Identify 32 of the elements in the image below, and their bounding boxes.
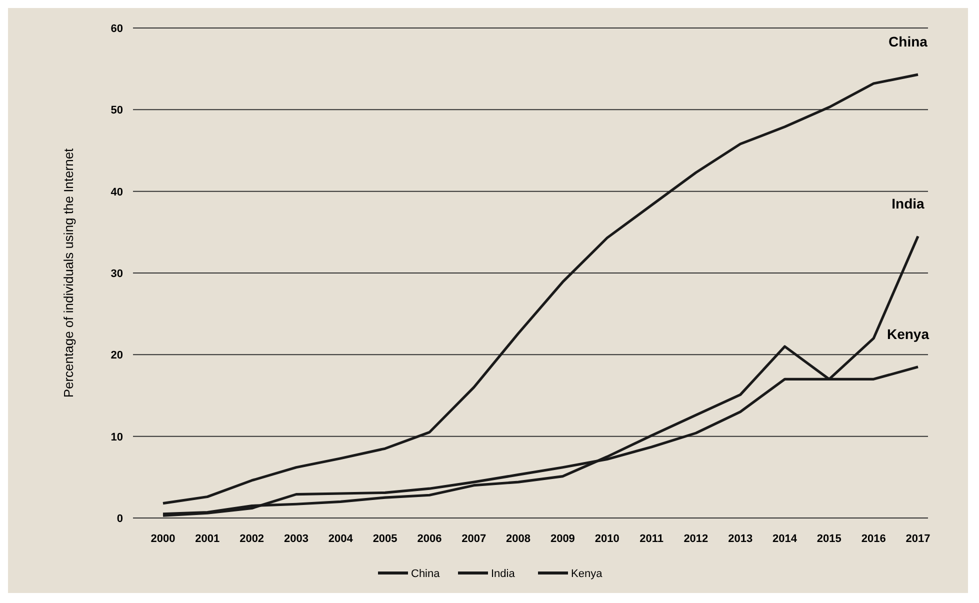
x-tick-label: 2009 xyxy=(550,533,575,545)
x-tick-label: 2016 xyxy=(861,533,886,545)
y-tick-label: 10 xyxy=(110,431,123,444)
y-tick-label: 60 xyxy=(110,23,123,35)
y-tick-label: 20 xyxy=(110,350,123,362)
x-tick-label: 2012 xyxy=(684,533,708,545)
text: China xyxy=(888,34,928,50)
y-tick-label: 0 xyxy=(116,513,123,525)
x-tick-label: 2010 xyxy=(594,533,620,545)
text: India xyxy=(892,195,924,212)
y-tick-label: 30 xyxy=(110,268,123,280)
y-tick-label: 50 xyxy=(110,104,123,117)
legend-label: India xyxy=(491,568,516,580)
x-tick-label: 2006 xyxy=(417,533,442,545)
legend-label: Kenya xyxy=(571,568,604,580)
x-tick-label: 2003 xyxy=(284,533,308,545)
text: Kenya xyxy=(886,326,930,342)
x-tick-label: 2000 xyxy=(150,533,176,545)
x-tick-label: 2001 xyxy=(195,533,220,545)
x-tick-label: 2008 xyxy=(506,533,531,545)
x-tick-label: 2005 xyxy=(372,533,398,545)
legend-label: China xyxy=(411,568,441,580)
y-tick-label: 40 xyxy=(110,186,123,198)
x-tick-label: 2015 xyxy=(816,533,842,545)
x-tick-label: 2013 xyxy=(728,533,753,545)
x-tick-label: 2017 xyxy=(906,533,930,545)
x-tick-label: 2011 xyxy=(640,533,664,545)
x-tick-label: 2002 xyxy=(240,533,264,545)
x-tick-label: 2004 xyxy=(328,533,354,545)
x-tick-label: 2007 xyxy=(462,533,486,545)
y-axis-title: Percentage of individuals using the Internet xyxy=(61,148,76,398)
x-tick-label: 2014 xyxy=(772,533,798,545)
